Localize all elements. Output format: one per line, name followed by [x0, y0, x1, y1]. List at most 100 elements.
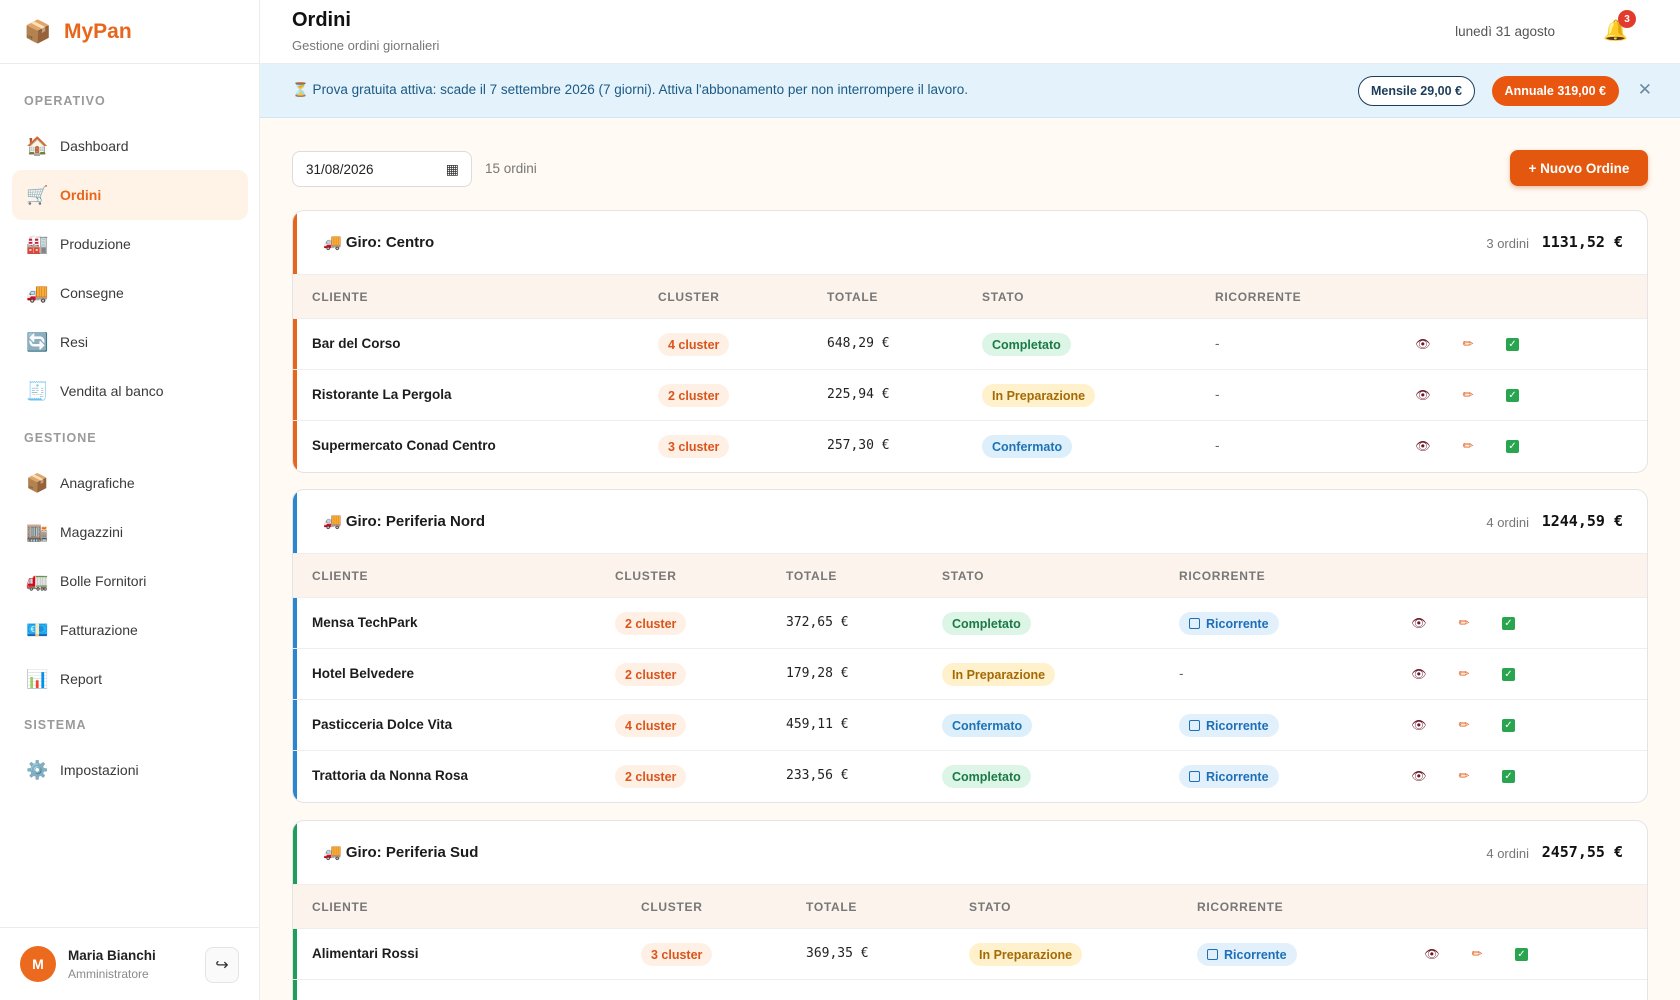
- truck-icon: 🚚: [26, 283, 49, 303]
- view-icon[interactable]: 👁: [1415, 439, 1431, 453]
- edit-icon[interactable]: ✏: [1458, 666, 1470, 681]
- client-name: Bar del Corso: [312, 336, 401, 351]
- table-row[interactable]: Hotel Belvedere 2 cluster 179,28 € In Pr…: [293, 649, 1647, 700]
- column-stato: STATO: [969, 900, 1012, 914]
- sidebar-item-label: Consegne: [60, 285, 124, 301]
- edit-icon[interactable]: ✏: [1458, 717, 1470, 732]
- view-icon[interactable]: 👁: [1415, 388, 1431, 402]
- sidebar-item-label: Impostazioni: [60, 762, 139, 778]
- confirm-icon[interactable]: ✓: [1502, 668, 1515, 681]
- sidebar-item-vendita-banco[interactable]: 🧾 Vendita al banco: [12, 366, 248, 416]
- route-total: 1131,52 €: [1541, 233, 1623, 251]
- table-row[interactable]: Supermercato Conad Centro 3 cluster 257,…: [293, 421, 1647, 472]
- chart-icon: 📊: [26, 669, 49, 689]
- sidebar-item-bolle-fornitori[interactable]: 🚛 Bolle Fornitori: [12, 556, 248, 606]
- column-ricorrente: RICORRENTE: [1179, 569, 1266, 583]
- cluster-badge: 2 cluster: [658, 384, 730, 407]
- confirm-icon[interactable]: ✓: [1506, 389, 1519, 402]
- cluster-badge: 3 cluster: [641, 943, 713, 966]
- money-icon: 💶: [26, 620, 49, 640]
- order-total: 372,65 €: [786, 615, 849, 630]
- box-icon: 📦: [24, 18, 52, 44]
- sidebar-item-resi[interactable]: 🔄 Resi: [12, 317, 248, 367]
- table-row[interactable]: Alimentari Rossi 3 cluster 369,35 € In P…: [293, 929, 1647, 980]
- route-header: 🚚 Giro: Centro 3 ordini 1131,52 €: [293, 211, 1647, 275]
- edit-icon[interactable]: ✏: [1462, 336, 1474, 351]
- view-icon[interactable]: 👁: [1415, 337, 1431, 351]
- new-order-button[interactable]: + Nuovo Ordine: [1510, 150, 1648, 186]
- edit-icon[interactable]: ✏: [1458, 615, 1470, 630]
- sidebar-item-ordini[interactable]: 🛒 Ordini: [12, 170, 248, 220]
- confirm-icon[interactable]: ✓: [1515, 948, 1528, 961]
- status-badge: Completato: [942, 765, 1031, 788]
- table-row[interactable]: Mensa TechPark 2 cluster 372,65 € Comple…: [293, 598, 1647, 649]
- sidebar-item-label: Report: [60, 671, 103, 687]
- client-name: Hotel Belvedere: [312, 666, 415, 681]
- yearly-plan-button[interactable]: Annuale 319,00 €: [1491, 76, 1619, 106]
- view-icon[interactable]: 👁: [1411, 718, 1427, 732]
- sidebar-item-impostazioni[interactable]: ⚙️ Impostazioni: [12, 745, 248, 795]
- brand[interactable]: 📦 MyPan: [0, 0, 259, 64]
- sidebar-item-label: Anagrafiche: [60, 475, 135, 491]
- receipt-icon: 🧾: [26, 381, 49, 401]
- route-header: 🚚 Giro: Periferia Sud 4 ordini 2457,55 €: [293, 821, 1647, 885]
- logout-button[interactable]: ↪: [205, 947, 239, 983]
- avatar[interactable]: M: [20, 946, 56, 982]
- sidebar-item-consegne[interactable]: 🚚 Consegne: [12, 268, 248, 318]
- cluster-badge: 3 cluster: [658, 435, 730, 458]
- view-icon[interactable]: 👁: [1424, 947, 1440, 961]
- status-badge: Completato: [982, 333, 1071, 356]
- order-total: 369,35 €: [806, 946, 869, 961]
- table-row-partial[interactable]: [293, 980, 1647, 1000]
- monthly-plan-button[interactable]: Mensile 29,00 €: [1357, 76, 1475, 106]
- cluster-badge: 4 cluster: [658, 333, 730, 356]
- sidebar-item-label: Dashboard: [60, 138, 129, 154]
- sidebar-item-magazzini[interactable]: 🏬 Magazzini: [12, 507, 248, 557]
- recurring-badge: Ricorrente: [1179, 765, 1279, 788]
- confirm-icon[interactable]: ✓: [1502, 617, 1515, 630]
- edit-icon[interactable]: ✏: [1471, 946, 1483, 961]
- view-icon[interactable]: 👁: [1411, 667, 1427, 681]
- logout-icon: ↪: [215, 957, 229, 974]
- date-picker-input[interactable]: 31/08/2026 ▦: [292, 151, 472, 187]
- table-row[interactable]: Bar del Corso 4 cluster 648,29 € Complet…: [293, 319, 1647, 370]
- cluster-badge: 2 cluster: [615, 663, 687, 686]
- close-icon[interactable]: ✕: [1637, 80, 1652, 99]
- column-cliente: CLIENTE: [312, 290, 369, 304]
- order-total: 257,30 €: [827, 438, 890, 453]
- sidebar: 📦 MyPan OPERATIVO 🏠 Dashboard 🛒 Ordini 🏭…: [0, 0, 260, 1000]
- edit-icon[interactable]: ✏: [1462, 438, 1474, 453]
- date-picker-value: 31/08/2026: [306, 161, 374, 177]
- sidebar-item-fatturazione[interactable]: 💶 Fatturazione: [12, 605, 248, 655]
- route-name: 🚚 Giro: Periferia Sud: [323, 844, 479, 861]
- sidebar-item-report[interactable]: 📊 Report: [12, 654, 248, 704]
- calendar-icon[interactable]: ▦: [445, 161, 459, 177]
- cart-icon: 🛒: [26, 185, 49, 205]
- sidebar-item-produzione[interactable]: 🏭 Produzione: [12, 219, 248, 269]
- view-icon[interactable]: 👁: [1411, 616, 1427, 630]
- table-row[interactable]: Pasticceria Dolce Vita 4 cluster 459,11 …: [293, 700, 1647, 751]
- order-count: 15 ordini: [485, 161, 537, 176]
- sidebar-item-anagrafiche[interactable]: 📦 Anagrafiche: [12, 458, 248, 508]
- edit-icon[interactable]: ✏: [1462, 387, 1474, 402]
- column-ricorrente: RICORRENTE: [1197, 900, 1284, 914]
- confirm-icon[interactable]: ✓: [1506, 338, 1519, 351]
- column-totale: TOTALE: [786, 569, 838, 583]
- edit-icon[interactable]: ✏: [1458, 768, 1470, 783]
- column-totale: TOTALE: [827, 290, 879, 304]
- table-row[interactable]: Trattoria da Nonna Rosa 2 cluster 233,56…: [293, 751, 1647, 802]
- recurring-badge: Ricorrente: [1197, 943, 1297, 966]
- column-ricorrente: RICORRENTE: [1215, 290, 1302, 304]
- order-total: 179,28 €: [786, 666, 849, 681]
- factory-icon: 🏭: [26, 234, 49, 254]
- sidebar-item-label: Produzione: [60, 236, 131, 252]
- confirm-icon[interactable]: ✓: [1506, 440, 1519, 453]
- column-stato: STATO: [942, 569, 985, 583]
- confirm-icon[interactable]: ✓: [1502, 770, 1515, 783]
- sidebar-item-dashboard[interactable]: 🏠 Dashboard: [12, 121, 248, 171]
- client-name: Alimentari Rossi: [312, 946, 419, 961]
- table-row[interactable]: Ristorante La Pergola 2 cluster 225,94 €…: [293, 370, 1647, 421]
- view-icon[interactable]: 👁: [1411, 769, 1427, 783]
- confirm-icon[interactable]: ✓: [1502, 719, 1515, 732]
- sidebar-item-label: Bolle Fornitori: [60, 573, 147, 589]
